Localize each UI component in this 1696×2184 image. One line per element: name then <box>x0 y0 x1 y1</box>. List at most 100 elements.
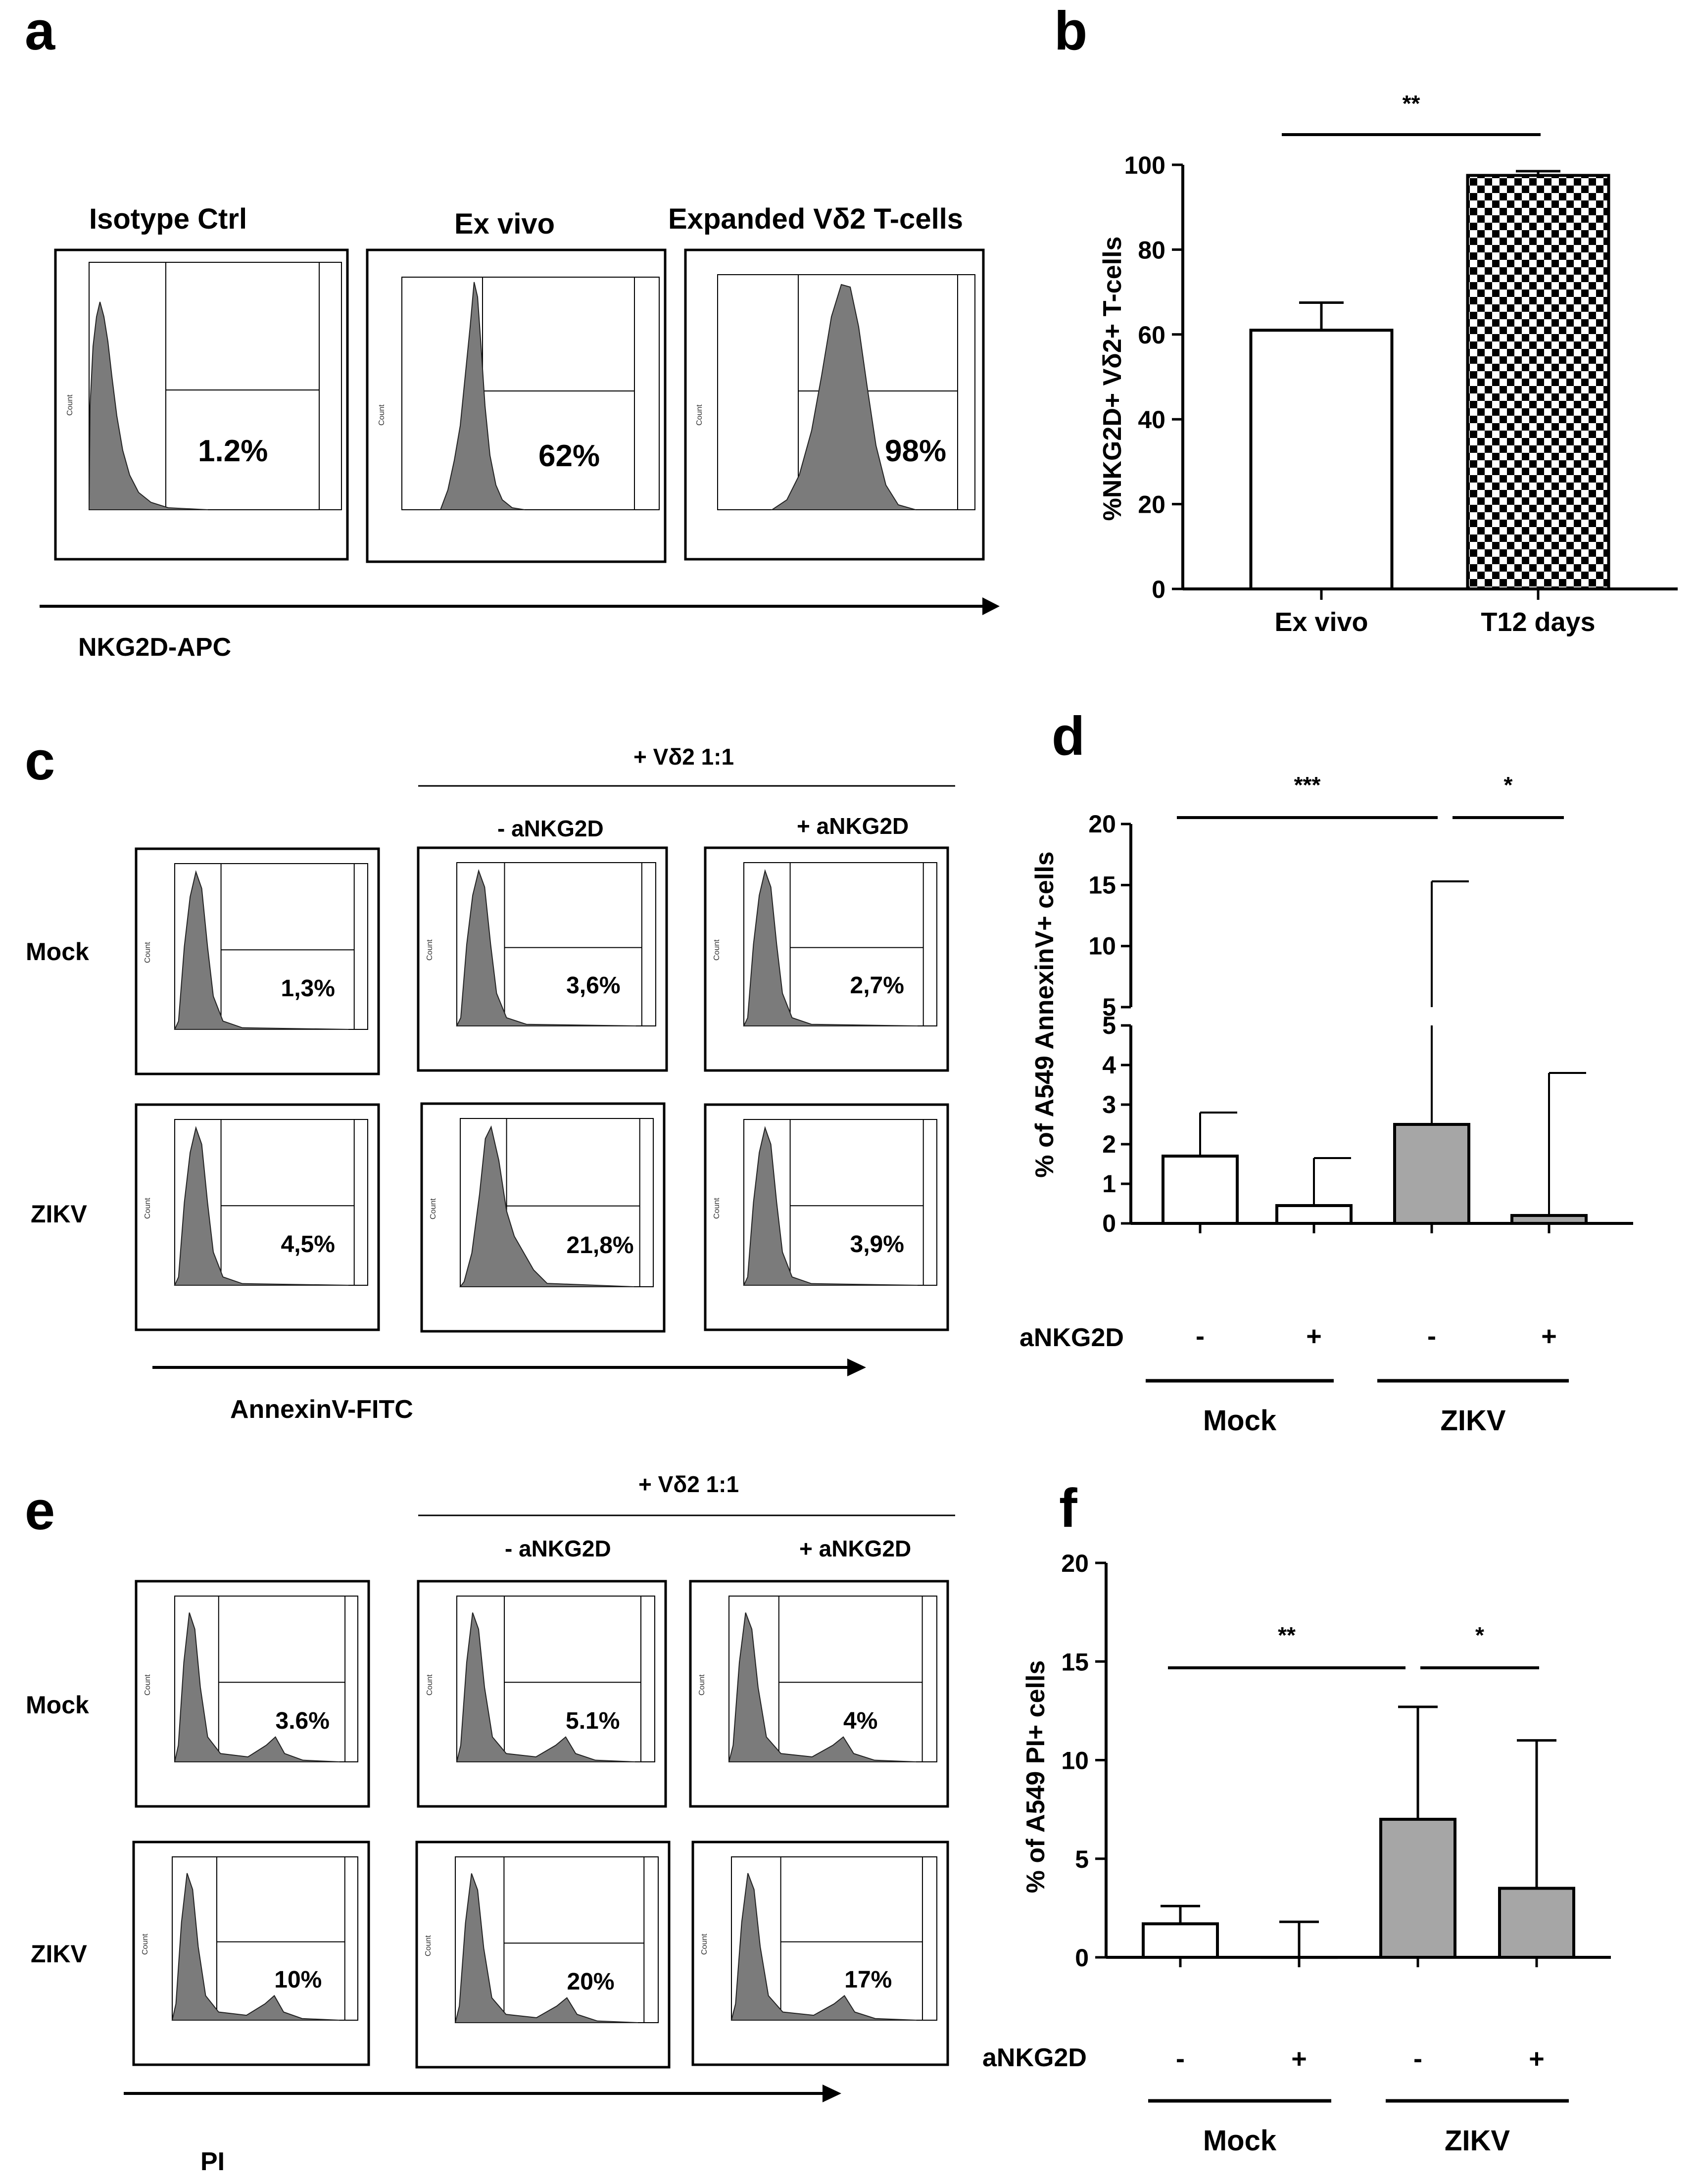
histogram-c-r2-c1: Count 4,5% <box>135 1103 380 1331</box>
panel-e-col-header-2: + aNKG2D <box>799 1536 911 1561</box>
histogram-distribution <box>728 1612 917 1762</box>
histogram-value: 1,3% <box>281 975 335 1002</box>
panel-f: f % of A549 PI+ cells 0 5 10 15 20 - + - + aNKG2D… <box>982 1478 1611 2157</box>
histogram-e-r1-c3: Count 4% <box>689 1580 949 1808</box>
bar <box>1275 1204 1353 1225</box>
histogram-value: 4% <box>843 1708 877 1734</box>
histogram-distribution <box>743 1126 918 1286</box>
bar <box>1162 1155 1239 1225</box>
chart-f-ylabel: % of A549 PI+ cells <box>1021 1660 1050 1893</box>
panel-a-letter: a <box>25 0 55 61</box>
group-label: Mock <box>1203 2125 1277 2157</box>
y-tick-label: 2 <box>1102 1130 1116 1158</box>
histogram-value: 20% <box>567 1969 615 1995</box>
histogram-e-r2-c1: Count 10% <box>132 1841 370 2066</box>
histogram-frame <box>135 1580 370 1808</box>
histogram-ylabel: Count <box>426 1674 434 1696</box>
y-tick-label: 3 <box>1102 1091 1116 1118</box>
panel-e-xlabel: PI <box>200 2147 225 2176</box>
panel-c: c + Vδ2 1:1 - aNKG2D + aNKG2D Mock ZIKV … <box>25 730 955 1424</box>
panel-e-group-header: + Vδ2 1:1 <box>638 1471 739 1497</box>
histogram-ylabel: Count <box>698 1674 706 1696</box>
y-tick-label: 40 <box>1138 406 1165 434</box>
histogram-e-r1-c1: Count 3.6% <box>135 1580 370 1808</box>
chart-b: 0 20 40 60 80 100 Ex vivo T12 days ** <box>1124 91 1678 637</box>
y-tick-label: 20 <box>1061 1550 1089 1577</box>
bar <box>1498 1887 1575 1959</box>
y-tick-label: 4 <box>1102 1051 1116 1079</box>
panel-f-letter: f <box>1059 1478 1077 1539</box>
y-tick-label: 80 <box>1138 236 1165 264</box>
histogram-value: 3.6% <box>276 1708 330 1734</box>
y-tick-label: 60 <box>1138 321 1165 349</box>
bar <box>1510 1214 1588 1225</box>
panel-b-letter: b <box>1054 0 1087 61</box>
histogram-e-r2-c3: Count 17% <box>691 1841 949 2066</box>
bar <box>1142 1922 1219 1959</box>
bar <box>1393 1123 1470 1225</box>
chart-d-ylabel: % of A549 AnnexinV+ cells <box>1030 851 1059 1177</box>
histogram-ylabel: Count <box>700 1934 709 1955</box>
histogram-frame <box>132 1841 370 2066</box>
significance-label: ** <box>1403 91 1420 116</box>
bar <box>1466 174 1610 590</box>
significance-label: *** <box>1294 772 1321 798</box>
hist-a3-title: Expanded Vδ2 T-cells <box>668 203 963 235</box>
histogram-ylabel: Count <box>144 1674 152 1696</box>
hist-a2-title: Ex vivo <box>454 208 555 240</box>
hist-a1-title: Isotype Ctrl <box>89 203 247 235</box>
group-label: Mock <box>1203 1405 1277 1437</box>
hist-a2-ylabel: Count <box>378 404 386 426</box>
histogram-frame <box>689 1580 949 1808</box>
panel-c-group-header: + Vδ2 1:1 <box>633 744 734 770</box>
treatment-label: aNKG2D <box>1019 1323 1124 1352</box>
histogram-distribution <box>743 869 918 1026</box>
y-tick-label: 1 <box>1102 1170 1116 1198</box>
histogram-e-r2-c2: Count 20% <box>415 1841 671 2069</box>
y-tick-label: 20 <box>1088 810 1116 838</box>
histogram-value: 4,5% <box>281 1231 335 1258</box>
y-tick-label: 5 <box>1102 1012 1116 1039</box>
panel-e-letter: e <box>25 1480 55 1541</box>
histogram-value: 10% <box>274 1967 322 1993</box>
panel-c-col-header-2: + aNKG2D <box>797 813 909 839</box>
histogram-a1: 1.2% Count <box>54 248 349 561</box>
panel-a-xlabel: NKG2D-APC <box>78 633 231 662</box>
histogram-ylabel: Count <box>141 1934 149 1955</box>
treatment-sign: - <box>1196 1321 1205 1351</box>
y-tick-label: 15 <box>1088 871 1116 899</box>
histogram-ylabel: Count <box>713 1198 721 1219</box>
panel-c-row-label-1: Mock <box>26 938 89 966</box>
y-tick-label: 0 <box>1075 1944 1089 1972</box>
panel-e-row-label-2: ZIKV <box>31 1940 88 1968</box>
treatment-sign: - <box>1413 2044 1422 2074</box>
histogram-value: 3,9% <box>850 1231 904 1258</box>
histogram-frame <box>135 1103 380 1331</box>
histogram-a3: 98% Count <box>684 248 985 561</box>
histogram-value: 21,8% <box>567 1232 634 1259</box>
histogram-distribution <box>456 869 636 1026</box>
histogram-c-r1-c2: Count 3,6% <box>417 846 668 1072</box>
treatment-label: aNKG2D <box>982 2043 1087 2072</box>
y-tick-label: 5 <box>1102 993 1116 1021</box>
group-label: ZIKV <box>1440 1405 1505 1437</box>
histogram-e-r1-c2: Count 5.1% <box>417 1580 667 1808</box>
panel-d-letter: d <box>1052 706 1085 767</box>
histogram-frame <box>417 846 668 1072</box>
histogram-c-r1-c3: Count 2,7% <box>704 846 949 1072</box>
histogram-distribution <box>174 870 349 1030</box>
significance-label: ** <box>1278 1622 1296 1648</box>
panel-c-xlabel: AnnexinV-FITC <box>230 1395 413 1424</box>
panel-d: d % of A549 AnnexinV+ cells 0 1 2 3 4 55 10 15 2… <box>1019 706 1633 1437</box>
histogram-frame <box>704 1103 949 1331</box>
histogram-distribution <box>174 1612 340 1762</box>
histogram-a2: 62% Count <box>366 248 667 563</box>
x-tick-label: Ex vivo <box>1274 607 1368 637</box>
y-tick-label: 10 <box>1088 932 1116 960</box>
hist-a2-value: 62% <box>538 439 600 473</box>
treatment-sign: + <box>1541 1321 1557 1351</box>
treatment-sign: - <box>1427 1321 1436 1351</box>
